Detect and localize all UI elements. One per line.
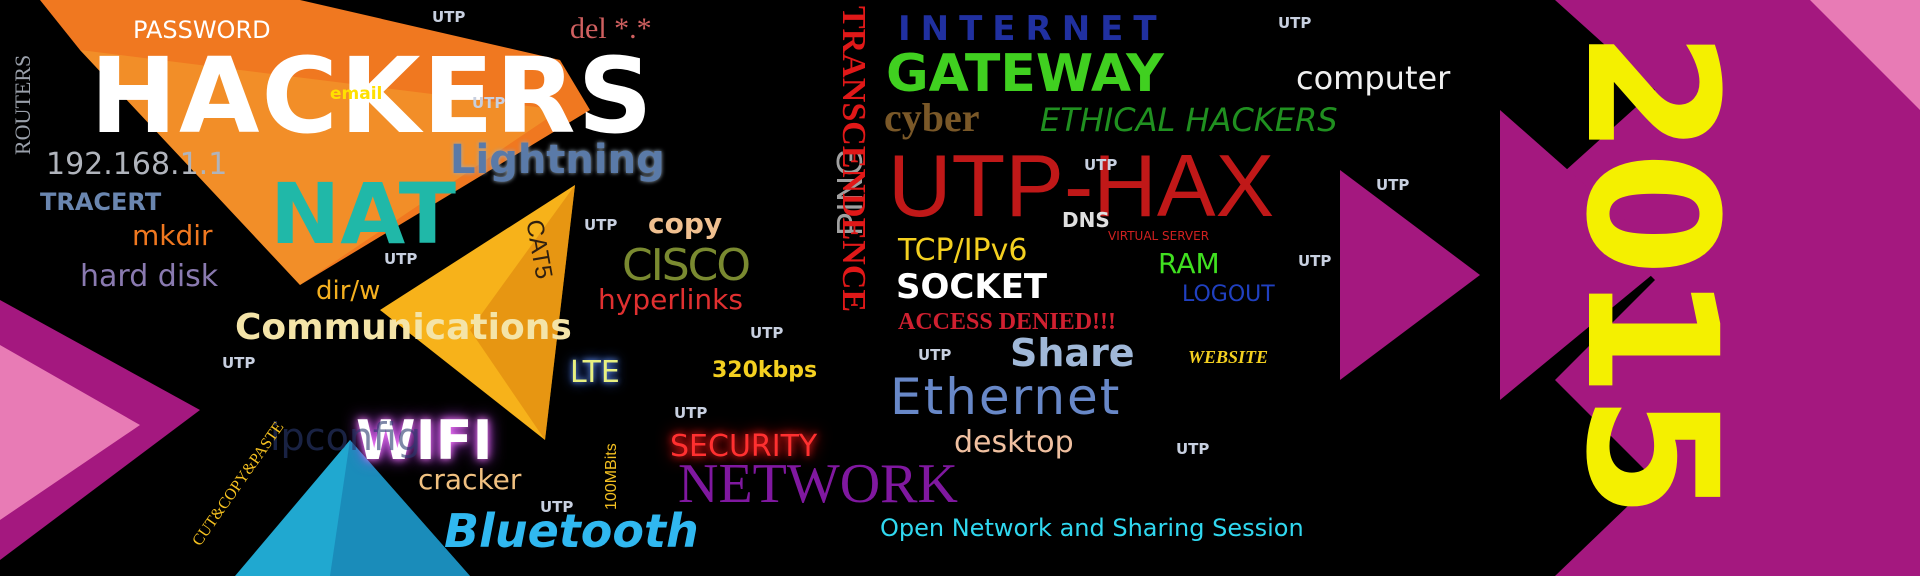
word-utp: UTP	[1298, 252, 1332, 270]
cyan-triangle-shade	[330, 440, 470, 576]
yellow-triangle-shade	[470, 185, 575, 440]
word-utp: UTP	[540, 498, 574, 516]
word-gateway: GATEWAY	[886, 44, 1164, 104]
word-utp: UTP	[584, 216, 618, 234]
word-dirw: dir/w	[316, 276, 381, 306]
word-copy: copy	[648, 207, 723, 240]
orange-triangle-highlight	[80, 50, 560, 285]
year-label: 2015	[1546, 30, 1755, 515]
word-security: SECURITY	[670, 429, 818, 464]
word-access-denied: ACCESS DENIED!!!	[898, 309, 1117, 335]
word-communications: Communications	[235, 307, 572, 348]
word-open-network: Open Network and Sharing Session	[880, 514, 1304, 542]
word-del: del *.*	[570, 12, 652, 45]
word-utp: UTP	[1084, 156, 1118, 174]
word-hackers: HACKERS	[90, 35, 655, 157]
word-socket: SOCKET	[896, 267, 1048, 307]
word-network: NETWORK	[678, 453, 958, 515]
word-dns: DNS	[1062, 208, 1110, 232]
word-utp-hax: UTP-HAX	[888, 136, 1275, 235]
word-virtual-server: VIRTUAL SERVER	[1108, 229, 1210, 243]
word-hard-disk: hard disk	[80, 259, 219, 294]
word-hyperlinks: hyperlinks	[598, 283, 743, 316]
word-website: WEBSITE	[1188, 347, 1269, 367]
word-routers: ROUTERS	[10, 54, 35, 155]
word-lte: LTE	[570, 355, 620, 390]
word-nat: NAT	[270, 165, 457, 263]
word-utp: UTP	[384, 250, 418, 268]
word-computer: computer	[1296, 59, 1451, 97]
word-share: Share	[1010, 331, 1135, 375]
word-ethical-hackers: ETHICAL HACKERS	[1040, 101, 1338, 139]
word-mkdir: mkdir	[132, 219, 213, 252]
word-utp: UTP	[750, 324, 784, 342]
word-mbits: 100MBits	[603, 443, 620, 510]
word-cisco: CISCO	[622, 240, 751, 291]
word-tcpip: TCP/IPv6	[898, 233, 1028, 268]
word-tracert: TRACERT	[40, 188, 162, 216]
left-pink-arrow	[0, 345, 140, 520]
word-utp: UTP	[1176, 440, 1210, 458]
word-email: email	[330, 84, 383, 104]
word-utp: UTP	[918, 346, 952, 364]
right-inner-arrow	[1500, 110, 1670, 400]
word-transcendence: TRANSCENDENCE	[835, 6, 872, 313]
word-utp: UTP	[472, 94, 506, 112]
word-utp: UTP	[1376, 176, 1410, 194]
word-wifi: WIFI	[356, 409, 493, 472]
word-lightning: Lightning	[450, 137, 665, 183]
word-password: PASSWORD	[133, 16, 271, 44]
word-ethernet: Ethernet	[890, 368, 1122, 426]
word-bluetooth: Bluetooth	[444, 504, 699, 558]
word-kbps: 320kbps	[712, 358, 818, 383]
word-utp: UTP	[674, 404, 708, 422]
word-ipconfig: ipconfig	[270, 415, 421, 459]
word-internet: INTERNET	[898, 9, 1167, 49]
word-cracker: cracker	[418, 463, 522, 496]
right-pink-corner	[1810, 0, 1920, 110]
center-right-arrow	[1340, 170, 1480, 380]
right-magenta-panel	[1555, 0, 1920, 576]
word-desktop: desktop	[954, 425, 1074, 460]
word-cyber: cyber	[884, 95, 980, 140]
word-utp: UTP	[1278, 14, 1312, 32]
word-utp: UTP	[432, 8, 466, 26]
word-logout: LOGOUT	[1182, 282, 1275, 307]
word-ip: 192.168.1.1	[46, 147, 228, 182]
word-utp: UTP	[222, 354, 256, 372]
word-ram: RAM	[1158, 247, 1220, 280]
